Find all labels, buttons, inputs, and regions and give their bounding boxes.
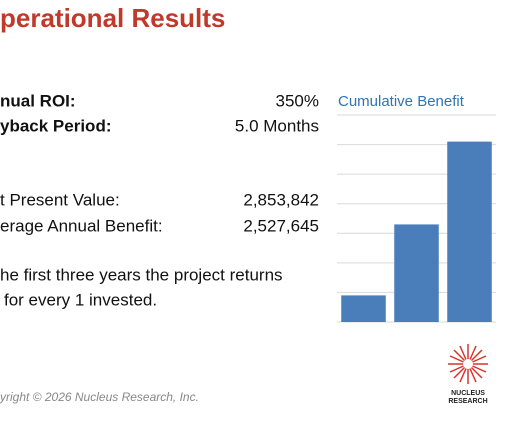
bar — [394, 224, 439, 322]
note-line: he first three years the project returns — [0, 265, 283, 284]
metric-value: 350% — [276, 91, 319, 110]
logo-text: NUCLEUS — [451, 390, 485, 397]
metric-value: 5.0 Months — [235, 116, 319, 135]
metric-value: 2,853,842 — [243, 190, 319, 209]
slide-title: perational Results — [0, 3, 225, 33]
metric-label: erage Annual Benefit: — [0, 216, 163, 235]
bar — [341, 295, 386, 322]
bar — [447, 141, 492, 322]
metric-label: yback Period: — [0, 116, 112, 135]
logo-text: RESEARCH — [448, 398, 487, 405]
copyright: yright © 2026 Nucleus Research, Inc. — [0, 390, 199, 404]
chart — [337, 114, 496, 323]
chart-title: Cumulative Benefit — [338, 93, 465, 110]
metric-value: 2,527,645 — [243, 216, 319, 235]
logo-burst — [448, 344, 488, 384]
metric-label: nual ROI: — [0, 91, 76, 110]
metric-label: t Present Value: — [0, 190, 120, 209]
note-line: for every 1 invested. — [4, 290, 157, 309]
